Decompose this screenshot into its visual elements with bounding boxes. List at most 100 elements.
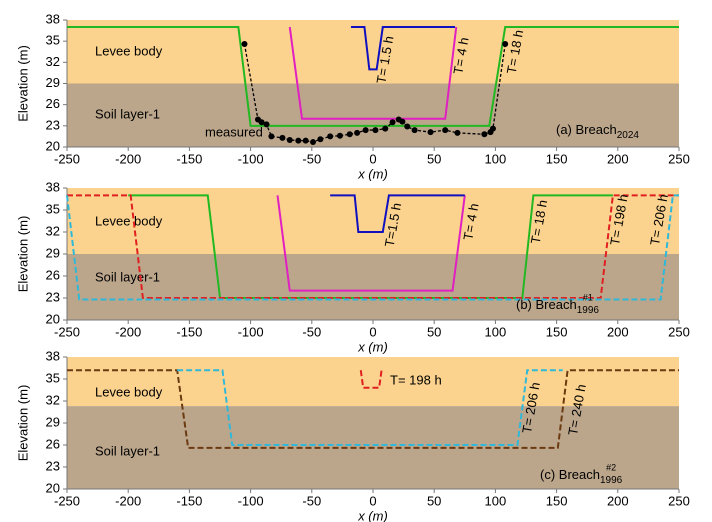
- y-tick-label: 35: [46, 370, 60, 385]
- x-tick-label: -50: [302, 324, 321, 339]
- panel-label: (c) Breach1996: [540, 467, 623, 485]
- x-tick-label: 100: [485, 493, 507, 508]
- y-axis-title: Elevation (m): [15, 216, 30, 293]
- data-point: [310, 139, 317, 146]
- data-point: [258, 119, 265, 126]
- x-tick-label: 150: [546, 151, 568, 166]
- y-tick-label: 35: [46, 201, 60, 216]
- data-point: [354, 129, 361, 136]
- data-point: [279, 134, 286, 141]
- x-tick-label: 50: [427, 151, 441, 166]
- layer-label: Soil layer-1: [95, 106, 160, 121]
- layer-label: Levee body: [95, 43, 163, 58]
- data-point: [268, 133, 275, 140]
- series-line: [243, 43, 506, 143]
- soil-layer: [67, 254, 679, 320]
- y-tick-label: 29: [46, 75, 60, 90]
- levee-layer: [67, 357, 679, 407]
- x-tick-label: 150: [546, 493, 568, 508]
- panel-label-sub: 1996: [600, 475, 623, 486]
- panel-label-text: (a) Breach: [556, 122, 617, 137]
- panel-label-sub: 2024: [617, 130, 640, 141]
- y-tick-label: 38: [46, 348, 60, 363]
- data-point: [263, 121, 270, 128]
- series-label: T= 4 h: [450, 36, 471, 75]
- panel-label-text: (c) Breach: [540, 467, 600, 482]
- series-label: T= 4 h: [460, 202, 481, 241]
- data-point: [327, 133, 334, 140]
- x-tick-label: -200: [115, 324, 141, 339]
- x-tick-label: 100: [485, 324, 507, 339]
- x-tick-label: -100: [238, 493, 264, 508]
- levee-layer: [67, 188, 679, 254]
- x-tick-label: -250: [54, 493, 80, 508]
- y-tick-label: 26: [46, 96, 60, 111]
- levee-layer: [67, 20, 679, 84]
- data-point: [382, 125, 389, 132]
- data-point: [372, 127, 379, 134]
- series-line: [66, 194, 679, 301]
- layer-label: Levee body: [95, 384, 163, 399]
- y-tick-label: 23: [46, 289, 60, 304]
- y-tick-label: 32: [46, 54, 60, 69]
- data-point: [286, 136, 293, 143]
- data-point: [295, 137, 302, 144]
- data-point: [489, 125, 496, 132]
- series-line: [177, 369, 563, 446]
- x-tick-label: -150: [176, 493, 202, 508]
- x-tick-label: 250: [668, 151, 690, 166]
- data-point: [362, 127, 369, 134]
- data-point: [404, 123, 411, 130]
- y-tick-label: 26: [46, 267, 60, 282]
- x-tick-label: -50: [302, 493, 321, 508]
- x-tick-label: -100: [238, 324, 264, 339]
- x-tick-label: 200: [607, 493, 629, 508]
- data-point: [317, 136, 324, 143]
- series-line: [330, 194, 465, 233]
- data-point: [411, 127, 418, 134]
- data-point: [454, 129, 461, 136]
- x-tick-label: 0: [369, 151, 376, 166]
- data-point: [336, 132, 343, 139]
- x-tick-label: -150: [176, 151, 202, 166]
- y-tick-label: 26: [46, 436, 60, 451]
- series-label: measured: [205, 124, 263, 139]
- data-point: [302, 137, 309, 144]
- series-line: [128, 194, 613, 299]
- x-axis-title: x (m): [357, 339, 388, 354]
- y-tick-label: 32: [46, 223, 60, 238]
- x-tick-label: -200: [115, 493, 141, 508]
- data-point: [399, 118, 406, 125]
- x-axis-title: x (m): [357, 508, 388, 522]
- x-tick-label: 100: [485, 151, 507, 166]
- layer-label: Levee body: [95, 213, 163, 228]
- x-axis-title: x (m): [357, 166, 388, 181]
- panel-label: (b) Breach1996: [516, 297, 599, 315]
- x-tick-label: -50: [302, 151, 321, 166]
- series-line: [350, 26, 456, 71]
- x-tick-label: -200: [115, 151, 141, 166]
- x-tick-label: -250: [54, 324, 80, 339]
- y-tick-label: 29: [46, 245, 60, 260]
- layer-label: Soil layer-1: [95, 269, 160, 284]
- data-point: [389, 119, 396, 126]
- y-tick-label: 38: [46, 11, 60, 26]
- x-tick-label: -250: [54, 151, 80, 166]
- panel-label-sup: #2: [606, 462, 616, 472]
- y-tick-label: 23: [46, 458, 60, 473]
- y-tick-label: 20: [46, 311, 60, 326]
- x-tick-label: 250: [668, 493, 690, 508]
- y-tick-label: 20: [46, 480, 60, 495]
- layer-label: Soil layer-1: [95, 443, 160, 458]
- soil-layer: [67, 83, 679, 147]
- x-tick-label: 0: [369, 324, 376, 339]
- y-tick-label: 23: [46, 117, 60, 132]
- data-point: [502, 40, 509, 47]
- data-point: [481, 131, 488, 138]
- panel-label-sup: #1: [583, 292, 593, 302]
- x-tick-label: 200: [607, 151, 629, 166]
- series-line: [288, 26, 458, 120]
- y-tick-label: 32: [46, 392, 60, 407]
- x-tick-label: 50: [427, 493, 441, 508]
- y-axis-title: Elevation (m): [15, 385, 30, 462]
